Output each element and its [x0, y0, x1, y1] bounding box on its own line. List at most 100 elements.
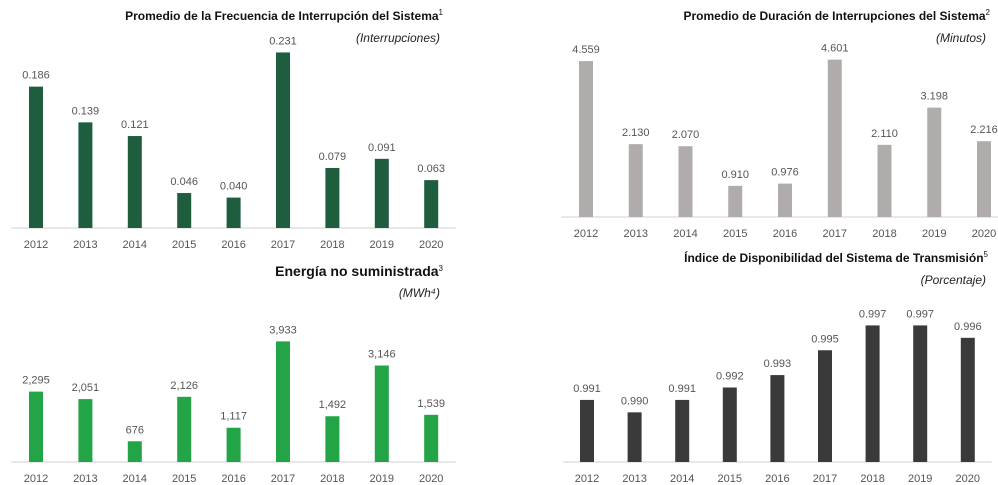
- x-tick-label: 2017: [271, 239, 295, 251]
- bar: [325, 167, 340, 228]
- bar: [865, 325, 880, 462]
- x-tick-label: 2013: [622, 473, 646, 485]
- data-label: 0.079: [319, 151, 347, 163]
- x-tick-label: 2019: [370, 473, 394, 485]
- data-label: 0.997: [906, 308, 934, 320]
- bar: [78, 399, 93, 462]
- bar: [818, 350, 832, 462]
- data-label: 0.040: [220, 181, 248, 193]
- data-label: 4.601: [821, 43, 849, 55]
- x-tick-label: 2019: [370, 239, 394, 251]
- title-text: Índice de Disponibilidad del Sistema de …: [684, 250, 983, 265]
- x-tick-label: 2013: [73, 473, 97, 485]
- data-label: 0.139: [72, 105, 100, 117]
- x-tick-label: 2014: [670, 473, 694, 485]
- data-label: 0.990: [621, 395, 649, 407]
- x-tick-label: 2014: [123, 473, 147, 485]
- x-tick-label: 2017: [271, 473, 295, 485]
- title-note: 2: [986, 8, 991, 17]
- bar: [177, 193, 192, 228]
- x-tick-label: 2020: [419, 239, 443, 251]
- x-tick-label: 2018: [320, 473, 344, 485]
- data-label: 0.186: [22, 70, 50, 82]
- x-tick-label: 2018: [320, 239, 344, 251]
- bar: [778, 183, 792, 217]
- x-tick-label: 2015: [723, 228, 747, 240]
- data-label: 1,492: [319, 399, 347, 411]
- bar: [127, 441, 142, 462]
- chart-subtitle: (Interrupciones): [356, 31, 440, 45]
- chart-title: Promedio de Duración de Interrupciones d…: [683, 8, 990, 23]
- data-label: 0.231: [269, 35, 297, 47]
- title-note: 3: [439, 264, 444, 273]
- bar: [29, 86, 43, 228]
- x-tick-label: 2015: [718, 473, 742, 485]
- bar: [827, 59, 842, 218]
- x-tick-label: 2017: [823, 228, 847, 240]
- bar: [675, 399, 690, 462]
- bar: [580, 399, 594, 462]
- bar: [424, 414, 439, 462]
- data-label: 3,933: [269, 324, 297, 336]
- x-tick-label: 2018: [860, 473, 884, 485]
- data-label: 0.976: [771, 167, 799, 179]
- bar: [770, 375, 785, 462]
- data-label: 0.997: [859, 308, 887, 320]
- data-label: 2.070: [672, 129, 700, 141]
- x-tick-label: 2020: [972, 228, 996, 240]
- bar: [374, 158, 389, 228]
- bar: [127, 136, 142, 228]
- x-tick-label: 2012: [574, 228, 598, 240]
- x-tick-label: 2012: [575, 473, 599, 485]
- data-label: 0.046: [170, 176, 198, 188]
- data-label: 0.991: [668, 383, 696, 395]
- bar: [627, 412, 642, 462]
- data-label: 2.130: [622, 127, 650, 139]
- x-tick-label: 2018: [872, 228, 896, 240]
- x-tick-label: 2020: [419, 473, 443, 485]
- x-tick-label: 2013: [73, 239, 97, 251]
- x-tick-label: 2013: [624, 228, 648, 240]
- title-note: 5: [984, 250, 989, 259]
- data-label: 0.993: [764, 358, 792, 370]
- data-label: 1,539: [417, 398, 445, 410]
- data-label: 2,126: [170, 380, 198, 392]
- data-label: 0.063: [417, 163, 445, 175]
- x-tick-label: 2016: [221, 473, 245, 485]
- bar: [29, 391, 43, 462]
- data-label: 0.995: [811, 333, 839, 345]
- x-tick-label: 2014: [673, 228, 697, 240]
- bar: [276, 52, 290, 228]
- data-label: 2,051: [72, 382, 100, 394]
- bar: [579, 61, 593, 217]
- x-tick-label: 2019: [908, 473, 932, 485]
- bar: [374, 365, 389, 462]
- bar: [977, 141, 991, 217]
- data-label: 0.910: [721, 169, 749, 181]
- data-label: 3.198: [920, 91, 948, 103]
- bar: [722, 387, 737, 462]
- bar: [226, 427, 241, 462]
- title-note: 1: [439, 8, 444, 17]
- title-text: Promedio de Duración de Interrupciones d…: [683, 9, 985, 23]
- bar: [177, 396, 192, 462]
- bar: [325, 416, 340, 462]
- data-label: 0.991: [573, 383, 601, 395]
- data-label: 0.091: [368, 142, 396, 154]
- data-label: 3,146: [368, 349, 396, 361]
- bar: [877, 144, 892, 217]
- bar: [728, 185, 743, 217]
- bar: [424, 180, 439, 228]
- x-tick-label: 2012: [24, 473, 48, 485]
- data-label: 676: [126, 424, 144, 436]
- chart-title: Energía no suministrada3: [275, 263, 443, 279]
- bar: [960, 337, 975, 462]
- x-tick-label: 2019: [922, 228, 946, 240]
- chart-subtitle: (Minutos): [936, 31, 986, 45]
- data-label: 2.110: [871, 128, 898, 140]
- bar: [678, 146, 693, 217]
- data-label: 0.996: [954, 321, 982, 333]
- x-tick-label: 2017: [813, 473, 837, 485]
- bar: [226, 197, 241, 228]
